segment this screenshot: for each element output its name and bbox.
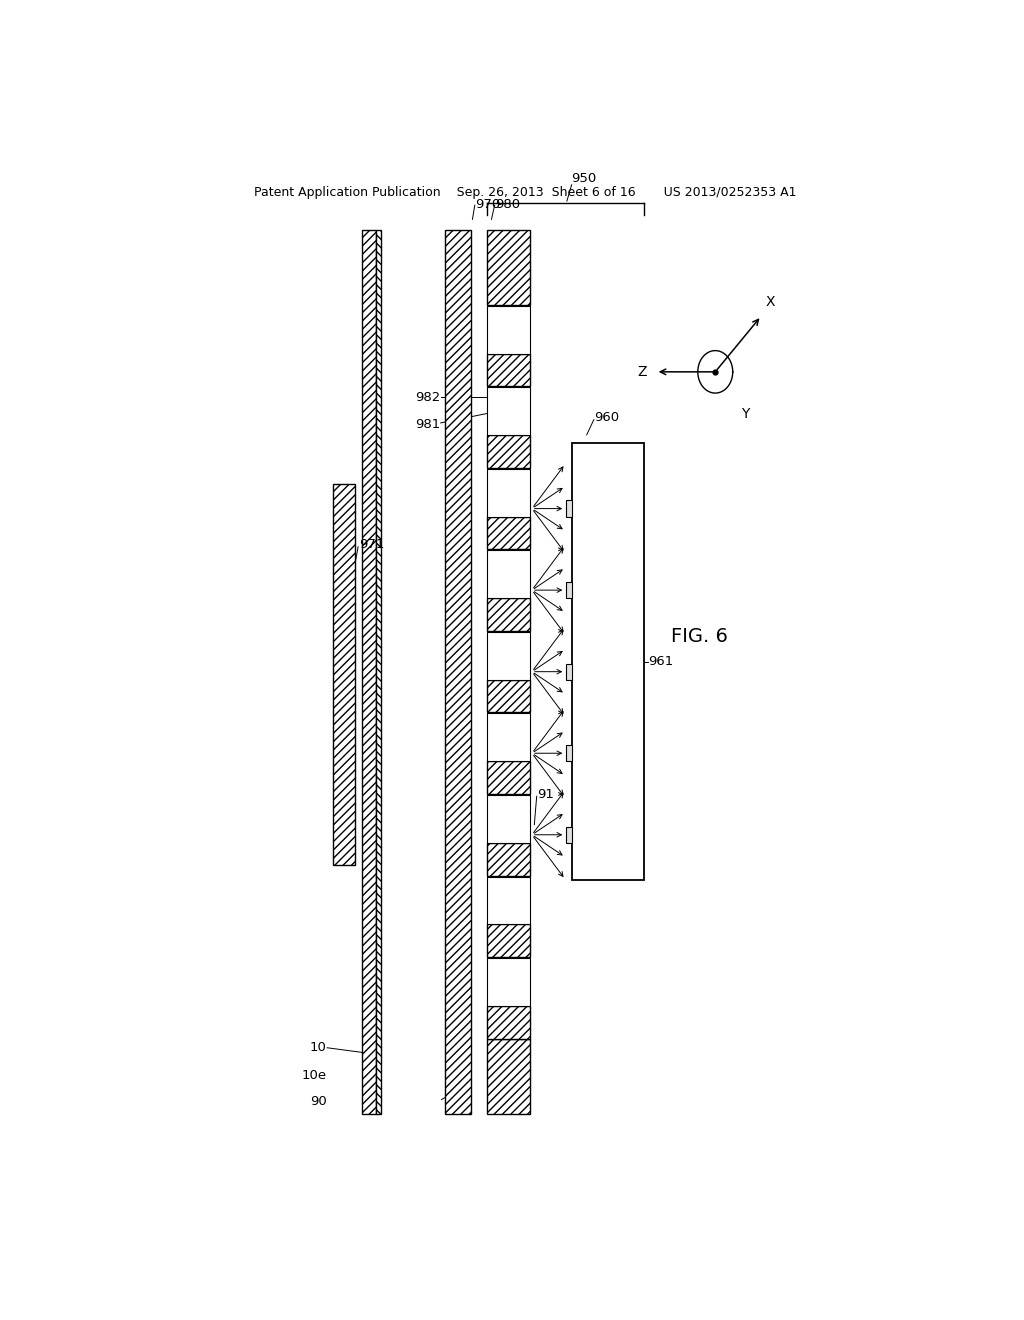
Text: 981: 981: [416, 418, 440, 432]
Bar: [486, 598, 530, 631]
Bar: [566, 744, 572, 762]
Bar: [486, 436, 530, 467]
Bar: [486, 1039, 530, 1114]
Text: Z: Z: [638, 364, 647, 379]
Bar: [486, 924, 530, 957]
Text: 961: 961: [648, 655, 673, 668]
Text: Patent Application Publication    Sep. 26, 2013  Sheet 6 of 16       US 2013/025: Patent Application Publication Sep. 26, …: [254, 186, 796, 199]
Text: X: X: [765, 294, 775, 309]
Bar: [566, 664, 572, 680]
Text: 950: 950: [571, 172, 597, 185]
Bar: [566, 582, 572, 598]
Bar: [486, 714, 530, 762]
Bar: [486, 876, 530, 924]
Text: 982: 982: [416, 391, 440, 404]
Bar: [566, 826, 572, 843]
Text: FIG. 6: FIG. 6: [671, 627, 728, 645]
Text: 980: 980: [495, 198, 520, 211]
Bar: [486, 306, 530, 354]
Bar: [486, 762, 530, 795]
Bar: [486, 680, 530, 713]
Text: 10: 10: [309, 1041, 327, 1055]
Text: Y: Y: [740, 408, 749, 421]
Bar: [333, 483, 355, 865]
Bar: [486, 632, 530, 680]
Bar: [486, 795, 530, 843]
Text: 960: 960: [594, 411, 618, 424]
Bar: [486, 230, 530, 305]
Text: 970: 970: [475, 198, 500, 211]
Bar: [572, 444, 644, 880]
Bar: [486, 516, 530, 549]
Bar: [486, 550, 530, 598]
Bar: [486, 469, 530, 516]
Bar: [377, 230, 381, 1114]
Bar: [362, 230, 377, 1114]
Bar: [566, 500, 572, 516]
Bar: [486, 1006, 530, 1039]
Bar: [486, 843, 530, 875]
Text: 91: 91: [537, 788, 554, 801]
Text: 10e: 10e: [301, 1069, 327, 1081]
Bar: [445, 230, 471, 1114]
Bar: [486, 958, 530, 1006]
Text: 971: 971: [359, 539, 384, 552]
Bar: [486, 354, 530, 387]
Text: 90: 90: [309, 1096, 327, 1107]
Bar: [486, 387, 530, 436]
